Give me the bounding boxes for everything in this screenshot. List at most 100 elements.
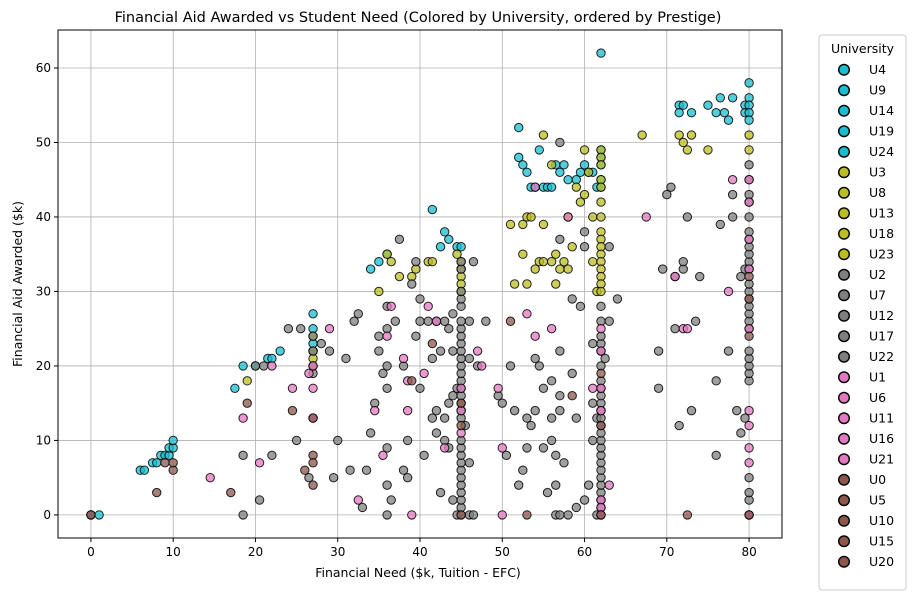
legend-marker — [838, 145, 851, 158]
data-point — [526, 420, 536, 431]
data-point — [596, 301, 606, 312]
data-point — [571, 413, 582, 423]
data-point — [596, 368, 606, 379]
data-point — [530, 405, 540, 416]
data-point — [205, 472, 215, 483]
data-point — [168, 435, 178, 446]
data-point — [703, 145, 713, 155]
data-point — [653, 346, 664, 356]
x-tick-label: 20 — [248, 545, 263, 559]
data-point — [534, 145, 544, 155]
legend-label: U17 — [869, 329, 894, 344]
data-point — [287, 383, 298, 393]
data-point — [711, 450, 721, 461]
data-point — [415, 316, 425, 326]
data-point — [275, 346, 285, 356]
data-point — [386, 256, 396, 267]
data-point — [382, 361, 392, 371]
data-point — [612, 294, 623, 304]
data-point — [719, 107, 730, 118]
data-point — [744, 234, 754, 245]
data-point — [439, 227, 450, 237]
data-point — [674, 420, 684, 431]
data-point — [538, 130, 549, 140]
data-point — [308, 331, 318, 341]
data-point — [238, 361, 248, 371]
data-point — [382, 249, 392, 259]
y-tick-label: 10 — [36, 433, 51, 447]
data-point — [555, 234, 565, 245]
legend-label: U5 — [869, 493, 886, 508]
data-point — [658, 264, 668, 274]
data-point — [160, 458, 170, 468]
data-point — [456, 256, 466, 267]
data-point — [394, 271, 405, 282]
data-point — [254, 458, 265, 468]
data-point — [588, 256, 598, 267]
data-point — [361, 465, 372, 475]
legend-marker — [838, 412, 851, 425]
data-point — [304, 472, 314, 483]
data-point — [695, 271, 705, 282]
data-point — [444, 398, 454, 408]
data-point — [324, 346, 335, 356]
data-point — [267, 450, 277, 461]
data-point — [604, 316, 614, 326]
data-point — [456, 383, 466, 393]
data-point — [555, 391, 565, 401]
data-point — [308, 413, 318, 423]
data-point — [456, 286, 466, 297]
data-point — [230, 383, 240, 393]
legend-label: U18 — [869, 226, 894, 241]
data-point — [744, 510, 754, 520]
data-point — [291, 435, 302, 446]
data-point — [711, 376, 721, 386]
data-point — [674, 107, 684, 118]
data-point — [514, 122, 524, 133]
data-point — [563, 264, 573, 274]
legend-marker — [838, 166, 851, 179]
legend-label: U14 — [869, 103, 894, 118]
data-point — [250, 361, 261, 371]
legend-marker — [838, 432, 851, 445]
data-point — [407, 376, 417, 386]
legend-marker — [838, 186, 851, 199]
y-tick-label: 20 — [36, 359, 51, 373]
x-tick-label: 70 — [659, 545, 674, 559]
data-point — [353, 495, 363, 505]
data-point — [501, 450, 512, 461]
data-point — [423, 316, 433, 326]
data-point — [534, 361, 544, 371]
data-point — [711, 107, 721, 118]
legend-marker — [838, 207, 851, 220]
legend-label: U1 — [869, 370, 886, 385]
data-point — [604, 242, 614, 252]
data-point — [407, 279, 417, 289]
data-point — [283, 323, 294, 334]
data-point — [588, 383, 598, 393]
x-tick-label: 10 — [166, 545, 181, 559]
data-point — [456, 242, 466, 252]
data-point — [744, 443, 754, 453]
data-point — [538, 383, 549, 393]
y-tick-label: 30 — [36, 284, 51, 298]
data-point — [571, 182, 582, 192]
data-point — [472, 346, 483, 356]
data-point — [505, 361, 516, 371]
data-point — [641, 212, 651, 222]
data-point — [596, 197, 606, 207]
data-point — [514, 480, 524, 490]
legend-label: U13 — [869, 206, 894, 221]
legend-marker — [838, 248, 851, 261]
legend-label: U12 — [869, 308, 894, 323]
data-point — [546, 435, 557, 446]
legend: University U4U9U14U19U24U3U8U13U18U23U2U… — [818, 34, 907, 591]
data-point — [727, 212, 738, 222]
data-point — [238, 413, 248, 423]
legend-marker — [838, 473, 851, 486]
x-tick-label: 0 — [87, 545, 95, 559]
data-point — [509, 279, 520, 289]
data-point — [505, 219, 516, 230]
legend-marker — [838, 63, 851, 76]
